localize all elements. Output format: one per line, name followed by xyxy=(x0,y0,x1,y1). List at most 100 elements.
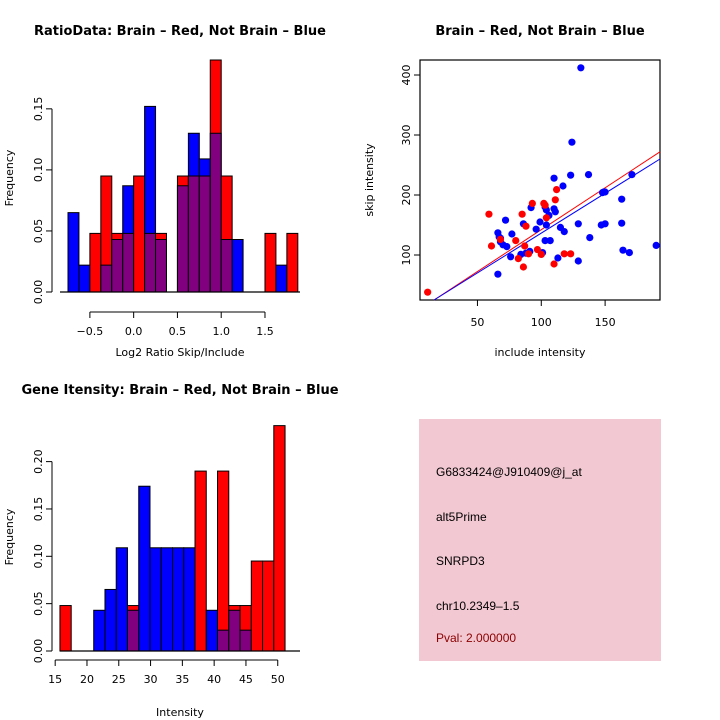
gene-bar-brain xyxy=(273,425,286,652)
gene-x-tick-label: 35 xyxy=(175,673,189,686)
scatter-y-tick-label: 300 xyxy=(400,125,413,146)
ratio-bar-brain xyxy=(286,232,299,293)
point-brain xyxy=(521,242,529,250)
ratio-histogram-panel: RatioData: Brain – Red, Not Brain – Blue… xyxy=(3,24,326,359)
gene-x-tick-label: 20 xyxy=(80,673,94,686)
gene-x-tick-label: 50 xyxy=(271,673,285,686)
gene-bar-brain xyxy=(217,470,230,652)
ratio-ylabel: Frequency xyxy=(3,149,16,206)
scatter-y-tick-label: 200 xyxy=(400,185,413,206)
ratio-bar-brain xyxy=(133,175,146,293)
scatter-x-tick-label: 150 xyxy=(595,316,616,329)
ratio-y-tick-label: 0.05 xyxy=(32,219,45,244)
gene-bar-not-brain xyxy=(160,547,174,652)
scatter-title: Brain – Red, Not Brain – Blue xyxy=(435,24,644,39)
ratio-bar-not-brain xyxy=(231,238,244,293)
scatter-y-tick-label: 100 xyxy=(400,245,413,266)
point-not-brain xyxy=(559,182,567,190)
point-brain xyxy=(541,201,549,209)
ratio-bars xyxy=(67,59,299,293)
ratio-bar-not-brain xyxy=(67,212,80,293)
ratio-bar-overlap xyxy=(220,238,233,293)
gene-bar-brain xyxy=(262,560,275,652)
gene-x-tick-label: 40 xyxy=(207,673,221,686)
point-not-brain xyxy=(586,234,594,242)
point-not-brain xyxy=(551,208,559,216)
point-not-brain xyxy=(577,64,585,72)
point-not-brain xyxy=(574,257,582,265)
ratio-bar-overlap xyxy=(198,175,211,293)
gene-bar-not-brain xyxy=(183,547,196,652)
point-not-brain xyxy=(536,218,544,226)
gene-y-tick-label: 0.10 xyxy=(32,544,45,569)
gene-bar-brain xyxy=(250,560,264,652)
point-not-brain xyxy=(574,220,582,228)
gene-bar-overlap xyxy=(217,629,230,652)
ratio-bar-overlap xyxy=(111,238,124,293)
gene-xlabel: Intensity xyxy=(156,706,204,719)
ratio-bar-overlap xyxy=(176,185,189,293)
gene-y-tick-label: 0.05 xyxy=(32,591,45,616)
gene-bar-brain xyxy=(59,605,72,652)
point-brain xyxy=(514,255,522,263)
gene-x-tick-label: 30 xyxy=(144,673,158,686)
gene-y-axis: 0.00 0.05 0.10 0.15 0.20 xyxy=(32,449,53,664)
gene-symbol: SNRPD3 xyxy=(436,554,485,568)
ratio-bar-not-brain xyxy=(275,264,288,293)
point-not-brain xyxy=(503,243,511,251)
fit-line-not-brain xyxy=(433,158,661,301)
gene-bar-overlap xyxy=(239,629,252,652)
scatter-y-axis: 100 200 300 400 xyxy=(400,65,420,266)
pval-text: Pval: 2.000000 xyxy=(436,631,516,645)
gene-bar-not-brain xyxy=(172,547,185,652)
ratio-title: RatioData: Brain – Red, Not Brain – Blue xyxy=(34,24,326,39)
gene-bar-not-brain xyxy=(115,547,128,652)
gene-title: Gene Itensity: Brain – Red, Not Brain – … xyxy=(21,383,338,398)
point-not-brain xyxy=(628,171,636,179)
point-not-brain xyxy=(618,195,626,203)
point-brain xyxy=(560,250,568,258)
ratio-x-tick-label: 1.5 xyxy=(256,325,274,338)
ratio-bar-brain xyxy=(264,232,277,293)
gene-y-tick-label: 0.00 xyxy=(32,639,45,664)
gene-bar-not-brain xyxy=(205,609,219,652)
ratio-bar-overlap xyxy=(122,232,135,293)
info-background xyxy=(419,419,661,661)
point-brain xyxy=(533,246,542,254)
gene-ylabel: Frequency xyxy=(3,508,16,565)
probe-id: G6833424@J910409@j_at xyxy=(436,465,582,479)
ratio-x-tick-label: 0.0 xyxy=(125,325,143,338)
scatter-y-tick-label: 400 xyxy=(400,65,413,86)
gene-y-tick-label: 0.15 xyxy=(32,497,45,522)
point-not-brain xyxy=(550,174,558,182)
ratio-bar-overlap xyxy=(144,232,157,293)
event-type: alt5Prime xyxy=(436,510,487,524)
ratio-bar-brain xyxy=(89,232,102,293)
point-brain xyxy=(496,235,505,243)
point-brain xyxy=(550,260,558,268)
point-not-brain xyxy=(546,237,554,245)
point-not-brain xyxy=(542,221,550,229)
point-not-brain xyxy=(601,220,609,228)
point-brain xyxy=(537,250,545,258)
point-not-brain xyxy=(584,171,593,179)
point-not-brain xyxy=(501,216,510,224)
point-not-brain xyxy=(567,171,575,179)
gene-x-tick-label: 25 xyxy=(112,673,126,686)
point-brain xyxy=(519,263,528,271)
point-brain xyxy=(551,196,559,204)
gene-bars xyxy=(59,425,286,652)
point-brain xyxy=(518,210,526,218)
gene-bar-not-brain xyxy=(93,609,106,652)
point-brain xyxy=(524,250,533,258)
point-not-brain xyxy=(568,138,576,146)
point-brain xyxy=(567,250,575,258)
point-not-brain xyxy=(618,219,626,227)
gene-intensity-histogram-panel: Gene Itensity: Brain – Red, Not Brain – … xyxy=(3,383,339,719)
point-brain xyxy=(528,199,536,207)
info-panel: G6833424@J910409@j_at alt5Prime SNRPD3 c… xyxy=(419,419,661,661)
scatter-x-axis: 50 100 150 xyxy=(470,300,616,329)
scatter-points xyxy=(424,64,660,296)
ratio-x-tick-label: 1.0 xyxy=(212,325,230,338)
